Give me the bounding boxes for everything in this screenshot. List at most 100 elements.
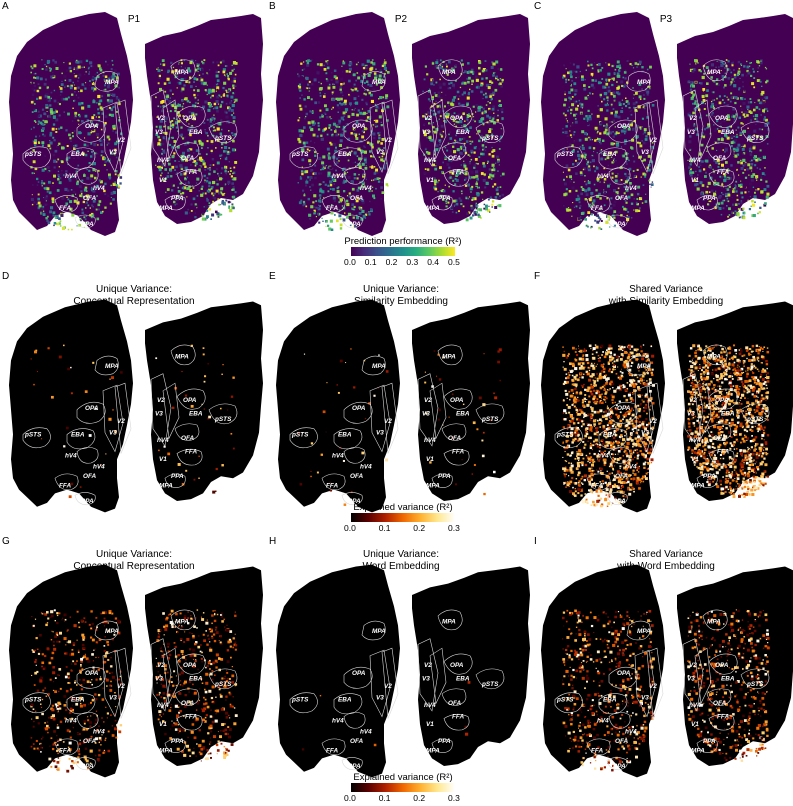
voxel: [472, 72, 475, 75]
voxel: [713, 206, 717, 210]
voxel: [180, 78, 184, 82]
voxel: [98, 179, 101, 182]
voxel: [752, 70, 755, 73]
voxel: [590, 63, 593, 66]
voxel: [735, 148, 739, 152]
voxel: [85, 221, 88, 224]
voxel: [373, 123, 377, 127]
voxel: [210, 218, 212, 220]
voxel: [573, 181, 575, 183]
voxel: [459, 138, 462, 141]
voxel: [494, 206, 498, 209]
voxel: [440, 131, 443, 135]
voxel: [452, 190, 455, 193]
voxel: [451, 136, 453, 138]
voxel: [631, 138, 635, 142]
voxel: [732, 212, 735, 214]
voxel: [47, 171, 50, 174]
voxel: [752, 146, 756, 150]
voxel: [468, 76, 471, 80]
voxel: [698, 158, 700, 160]
roi-outline: [417, 89, 439, 167]
voxel: [49, 131, 53, 135]
voxel: [114, 84, 118, 88]
voxel: [757, 67, 759, 69]
voxel: [750, 365, 754, 369]
voxel: [426, 136, 428, 139]
voxel: [91, 116, 95, 119]
voxel: [52, 182, 54, 184]
voxel: [577, 153, 581, 158]
voxel: [339, 86, 342, 89]
voxel: [596, 214, 600, 218]
voxel: [178, 70, 180, 73]
voxel: [755, 118, 758, 121]
voxel: [765, 363, 769, 366]
voxel: [606, 64, 608, 67]
voxel: [482, 164, 486, 168]
voxel: [222, 364, 224, 366]
voxel: [483, 492, 486, 496]
voxel: [352, 208, 354, 211]
voxel: [341, 65, 343, 67]
voxel: [77, 109, 79, 111]
voxel: [112, 409, 114, 411]
voxel: [41, 59, 43, 61]
voxel: [723, 119, 726, 123]
voxel: [642, 106, 645, 109]
voxel: [571, 103, 575, 107]
voxel: [715, 66, 717, 68]
voxel: [377, 387, 379, 389]
voxel: [746, 69, 749, 73]
voxel: [175, 173, 178, 175]
voxel: [98, 102, 101, 106]
voxel: [365, 187, 368, 189]
voxel: [441, 68, 444, 70]
voxel: [490, 419, 492, 422]
voxel: [44, 167, 47, 171]
voxel: [61, 209, 63, 211]
voxel: [359, 181, 361, 183]
roi-label: PPA: [438, 473, 451, 480]
voxel: [605, 220, 609, 224]
voxel: [636, 457, 639, 460]
voxel: [587, 96, 590, 99]
voxel: [221, 154, 223, 156]
voxel: [188, 181, 190, 183]
voxel: [84, 137, 86, 139]
voxel: [463, 91, 466, 95]
voxel: [575, 198, 579, 202]
voxel: [31, 88, 34, 91]
voxel: [634, 131, 636, 133]
voxel: [711, 421, 714, 424]
voxel: [626, 60, 629, 62]
voxel: [589, 198, 592, 202]
voxel: [590, 174, 593, 177]
voxel: [187, 67, 190, 70]
voxel: [449, 176, 452, 179]
voxel: [732, 358, 734, 361]
voxel: [709, 164, 711, 166]
voxel: [692, 84, 695, 88]
voxel: [298, 140, 302, 144]
voxel: [231, 178, 234, 181]
voxel: [592, 86, 596, 90]
voxel: [742, 171, 745, 174]
voxel: [578, 99, 580, 102]
voxel: [459, 103, 462, 107]
voxel: [174, 160, 177, 162]
voxel: [323, 64, 325, 67]
voxel: [563, 178, 565, 181]
voxel: [500, 188, 503, 191]
voxel: [91, 186, 93, 189]
voxel: [464, 167, 468, 171]
voxel: [350, 348, 352, 350]
voxel: [452, 78, 455, 82]
voxel: [760, 157, 762, 159]
voxel: [316, 71, 320, 75]
voxel: [96, 195, 98, 197]
voxel: [317, 124, 320, 127]
voxel: [63, 445, 66, 448]
voxel: [609, 358, 612, 362]
voxel: [85, 207, 87, 209]
